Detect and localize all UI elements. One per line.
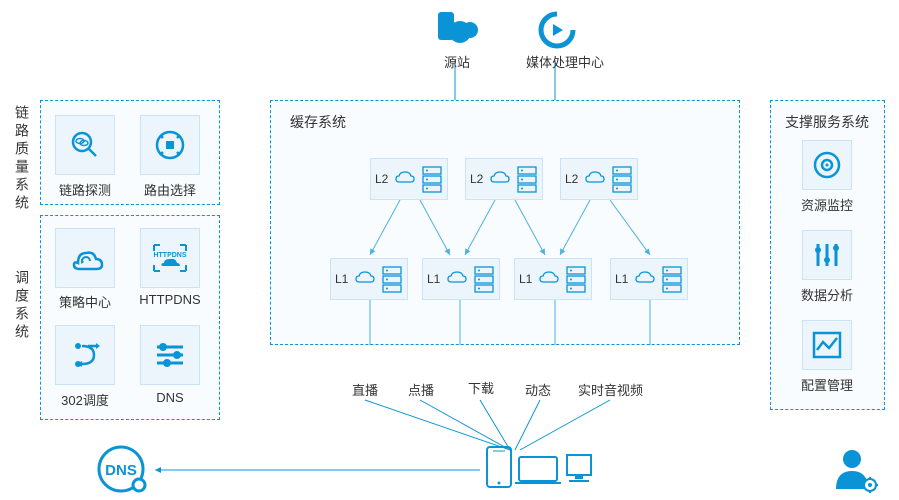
l2-node-0: L2 xyxy=(370,158,448,200)
devices-icon xyxy=(485,445,595,493)
schedule-title: 调度系统 xyxy=(12,270,32,342)
302-label: 302调度 xyxy=(48,390,122,409)
route-icon xyxy=(140,115,200,175)
dns-badge-label: DNS xyxy=(105,462,137,479)
l2-node-1: L2 xyxy=(465,158,543,200)
monitor-label: 资源监控 xyxy=(790,195,864,214)
dns-sliders-icon xyxy=(140,325,200,385)
detect-icon xyxy=(55,115,115,175)
quality-title: 链路质量系统 xyxy=(12,105,32,213)
cache-box xyxy=(270,100,740,345)
route-label: 路由选择 xyxy=(133,180,207,199)
cache-title: 缓存系统 xyxy=(290,112,346,132)
httpdns-label: HTTPDNS xyxy=(133,292,207,307)
origin-icon xyxy=(430,10,480,53)
dns-label: DNS xyxy=(133,390,207,405)
cat-3: 动态 xyxy=(525,380,551,399)
cat-0: 直播 xyxy=(352,380,378,399)
302-icon xyxy=(55,325,115,385)
l1-node-3: L1 xyxy=(610,258,688,300)
cat-1: 点播 xyxy=(408,380,434,399)
user-gear-icon xyxy=(830,445,880,496)
detect-label: 链路探测 xyxy=(48,180,122,199)
monitor-icon xyxy=(802,140,852,190)
analytics-icon xyxy=(802,230,852,280)
config-label: 配置管理 xyxy=(790,375,864,394)
media-icon xyxy=(535,8,579,55)
httpdns-icon: HTTPDNS xyxy=(140,228,200,288)
l2-node-2: L2 xyxy=(560,158,638,200)
l1-node-1: L1 xyxy=(422,258,500,300)
support-title: 支撑服务系统 xyxy=(785,112,869,132)
dns-badge-icon: DNS xyxy=(95,445,151,498)
cat-2: 下载 xyxy=(468,378,494,397)
origin-label: 源站 xyxy=(432,52,482,71)
config-icon xyxy=(802,320,852,370)
svg-text:HTTPDNS: HTTPDNS xyxy=(153,252,186,259)
policy-label: 策略中心 xyxy=(48,292,122,311)
analytics-label: 数据分析 xyxy=(790,285,864,304)
l1-node-0: L1 xyxy=(330,258,408,300)
media-label: 媒体处理中心 xyxy=(520,52,610,71)
l1-node-2: L1 xyxy=(514,258,592,300)
cat-4: 实时音视频 xyxy=(578,380,643,399)
policy-icon xyxy=(55,228,115,288)
